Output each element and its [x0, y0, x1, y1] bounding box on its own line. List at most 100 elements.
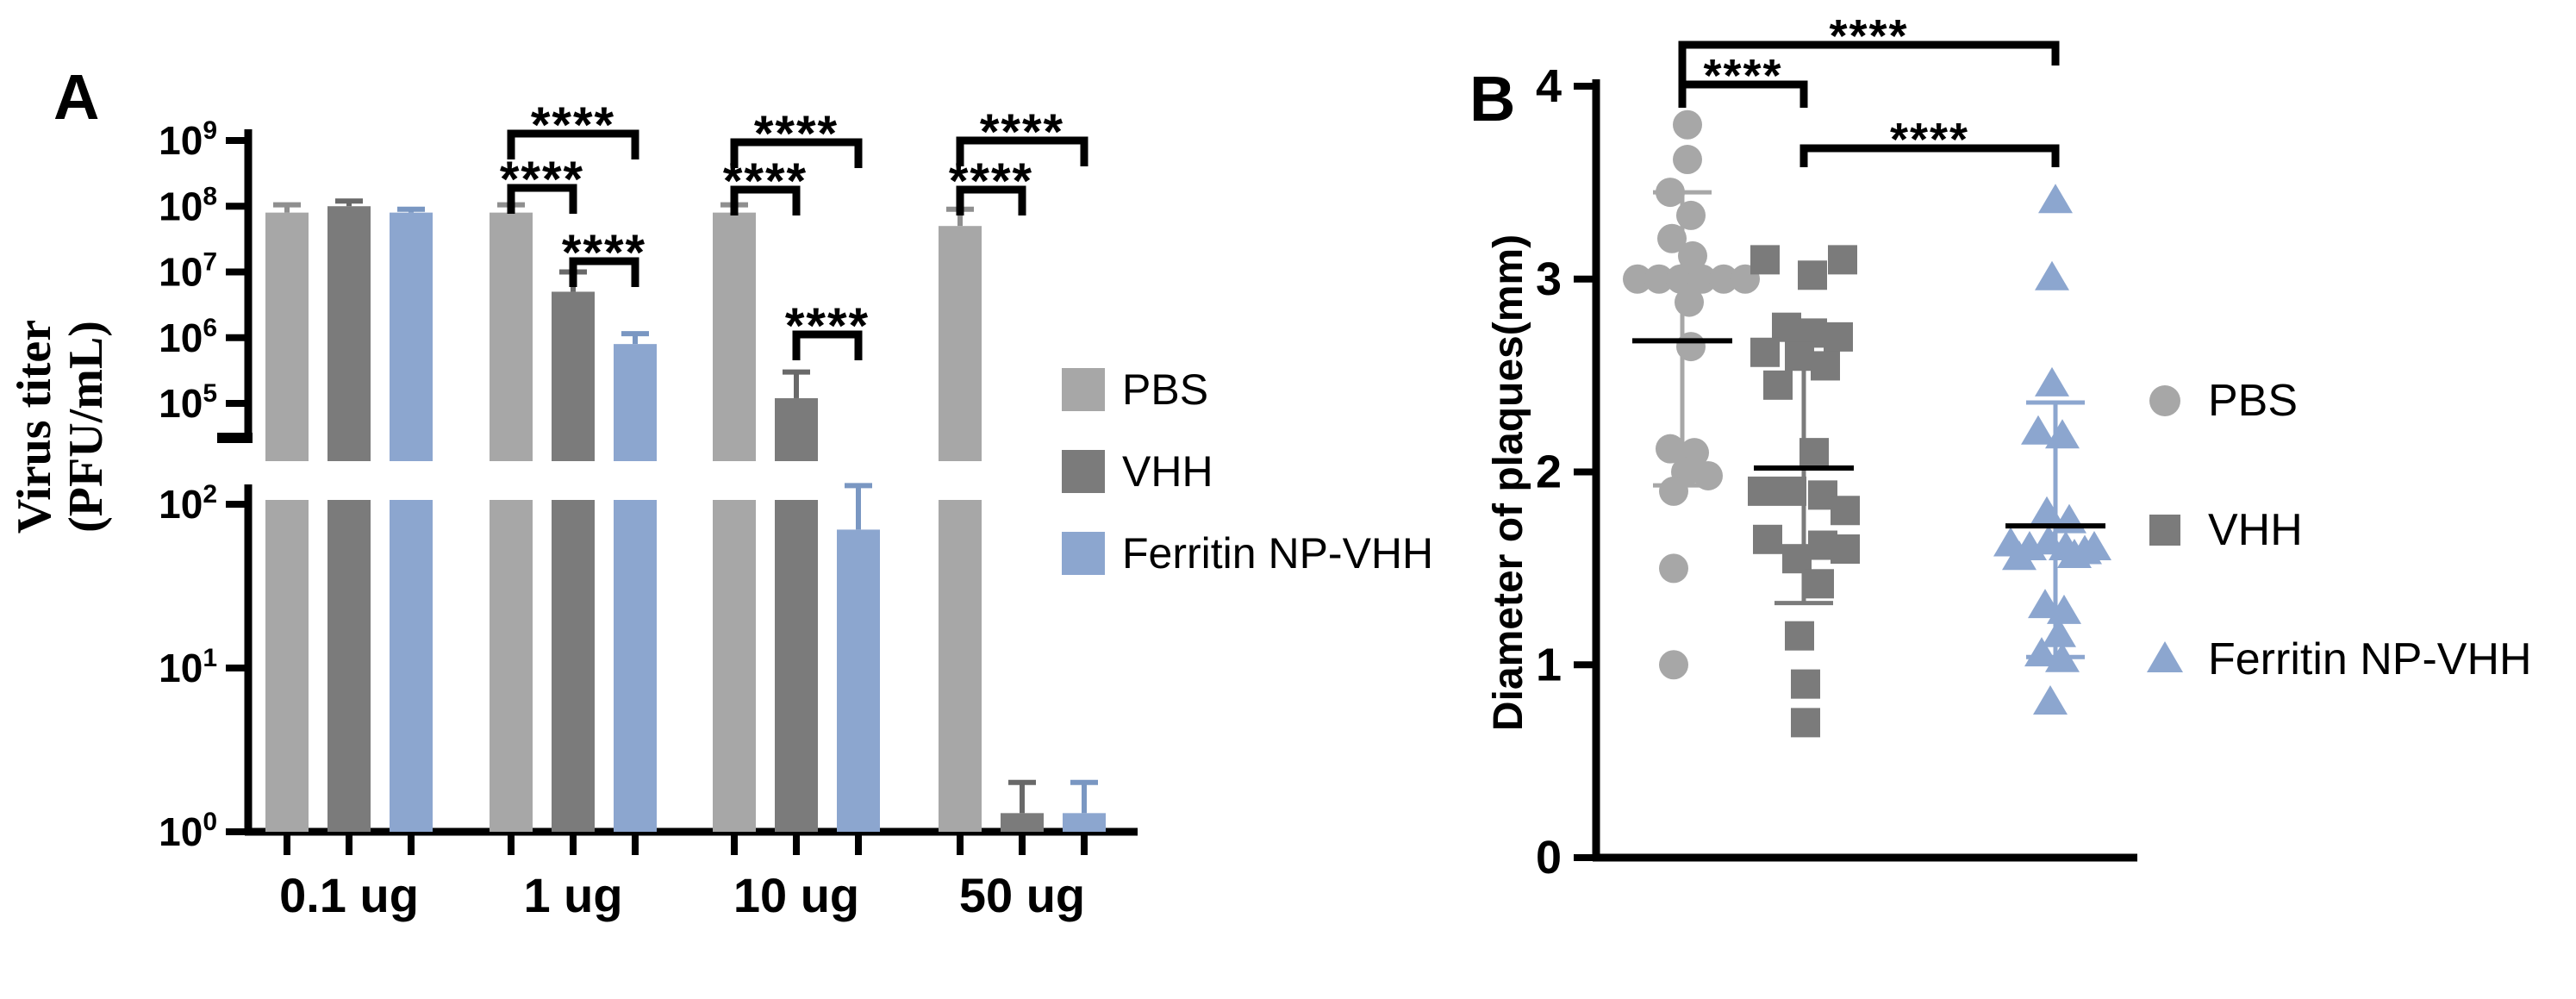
a-sig-stars: ****: [562, 225, 646, 281]
b-group-vhh-point-5: [1824, 322, 1853, 352]
b-legend-vhh-marker: [2149, 515, 2180, 546]
panel-b-label: B: [1469, 63, 1515, 134]
a-sig-stars: ****: [531, 97, 615, 153]
b-group-ferritin-np-vhh-point-2: [2035, 366, 2069, 396]
a-bar-pbs-50-ug-upper: [939, 226, 982, 461]
b-group-vhh-point-2: [1798, 260, 1827, 290]
a-category-label-0-1-ug: 0.1 ug: [279, 868, 419, 922]
a-y-tick-label: 102: [159, 480, 217, 527]
b-legend-pbs-marker: [2149, 385, 2180, 416]
a-bar-pbs-10-ug-upper: [713, 212, 756, 461]
b-group-ferritin-np-vhh-point-17: [2042, 617, 2076, 647]
a-legend-label-pbs: PBS: [1122, 365, 1208, 414]
b-group-vhh-point-10: [1799, 438, 1829, 468]
b-legend-ferritin-np-vhh-label: Ferritin NP-VHH: [2208, 634, 2532, 684]
b-sig-stars: ****: [1890, 114, 1969, 165]
b-sig-stars: ****: [1703, 50, 1782, 102]
a-sig-stars: ****: [723, 153, 808, 209]
b-group-vhh-point-14: [1831, 496, 1860, 526]
a-sig-stars: ****: [980, 104, 1064, 160]
a-bar-vhh-1-ug-upper: [552, 291, 595, 461]
a-legend-label-ferritin-np-vhh: Ferritin NP-VHH: [1122, 529, 1433, 578]
a-y-tick-label: 106: [159, 314, 217, 360]
b-group-pbs-point-17: [1693, 460, 1723, 490]
b-y-tick-label: 1: [1536, 639, 1562, 690]
b-group-ferritin-np-vhh-point-1: [2035, 260, 2069, 290]
a-y-tick-label: 108: [159, 182, 217, 228]
b-y-tick-label: 0: [1536, 832, 1562, 883]
a-sig-bracket: [730, 185, 801, 215]
panel-b: B Diameter of plaques(mm) 0 1 2 3 4 **** **** ***…: [1469, 10, 2532, 883]
b-legend-pbs-label: PBS: [2208, 376, 2298, 426]
a-sig-stars: ****: [754, 106, 839, 162]
a-bar-ferritin-np-vhh-50-ug: [1063, 813, 1106, 832]
a-sig-stars: ****: [500, 152, 584, 208]
b-group-pbs-point-0: [1673, 109, 1702, 140]
a-y-tick-label: 100: [159, 808, 217, 854]
a-category-label-10-ug: 10 ug: [733, 868, 859, 922]
a-bar-pbs-1-ug-upper: [490, 212, 533, 461]
b-group-ferritin-np-vhh-point-3: [2021, 415, 2055, 445]
b-group-ferritin-np-vhh-point-19: [2045, 642, 2080, 672]
b-group-pbs-point-8: [1666, 264, 1695, 294]
a-bar-vhh-10-ug-lower: [775, 500, 818, 832]
b-group-ferritin-np-vhh-point-13: [2057, 538, 2092, 568]
b-group-ferritin-np-vhh-point-15: [2028, 589, 2062, 619]
a-bar-ferritin-np-vhh-0-1-ug-lower: [390, 500, 433, 832]
b-group-vhh-point-11: [1748, 476, 1777, 506]
b-group-vhh-point-19: [1805, 569, 1834, 599]
b-y-tick-label: 4: [1536, 60, 1562, 112]
b-y-tick-label: 2: [1536, 446, 1562, 498]
a-bar-vhh-0-1-ug-lower: [327, 500, 371, 832]
b-group-ferritin-np-vhh-point-20: [2033, 685, 2068, 715]
a-bar-vhh-10-ug-upper: [775, 397, 818, 461]
a-y-tick-label: 107: [159, 248, 217, 295]
a-sig-stars: ****: [785, 298, 870, 354]
a-sig-bracket: [956, 136, 1088, 166]
b-group-vhh-point-20: [1785, 621, 1814, 651]
a-sig-stars: ****: [949, 153, 1033, 209]
b-group-vhh-point-1: [1828, 245, 1857, 275]
a-legend-swatch-ferritin-np-vhh: [1062, 532, 1105, 575]
a-sig-bracket: [507, 184, 577, 214]
a-y-tick-label: 109: [159, 116, 217, 163]
b-sig-stars: ****: [1829, 10, 1908, 62]
b-group-vhh-point-8: [1811, 351, 1840, 381]
a-sig-bracket: [792, 330, 863, 360]
a-sig-bracket: [507, 129, 639, 159]
a-y-tick-label: 101: [159, 644, 217, 690]
b-group-pbs-point-19: [1659, 553, 1688, 584]
b-group-ferritin-np-vhh-point-0: [2038, 184, 2073, 214]
a-y-tick-label: 105: [159, 379, 217, 426]
a-bar-ferritin-np-vhh-1-ug-lower: [614, 500, 657, 832]
b-legend-vhh-label: VHH: [2208, 505, 2303, 555]
b-group-pbs-point-2: [1656, 178, 1685, 208]
a-bar-pbs-0-1-ug-upper: [265, 212, 309, 461]
a-category-label-1-ug: 1 ug: [523, 868, 622, 922]
b-sig-bracket: [1678, 80, 1808, 108]
b-group-pbs-point-20: [1659, 650, 1688, 680]
a-bar-ferritin-np-vhh-10-ug: [837, 529, 880, 832]
b-group-pbs-point-1: [1673, 145, 1702, 175]
b-group-vhh-point-3: [1772, 312, 1801, 342]
b-group-vhh-point-17: [1831, 534, 1860, 564]
b-y-axis-title: Diameter of plaques(mm): [1486, 234, 1531, 731]
b-group-ferritin-np-vhh-point-12: [2002, 540, 2036, 571]
b-group-ferritin-np-vhh-point-4: [2045, 419, 2080, 449]
a-category-label-50-ug: 50 ug: [959, 868, 1085, 922]
b-group-pbs-point-14: [1656, 434, 1685, 464]
b-group-pbs-point-12: [1675, 287, 1704, 317]
a-bar-pbs-50-ug-lower: [939, 500, 982, 832]
b-sig-bracket: [1678, 41, 2060, 97]
b-sig-bracket: [1799, 144, 2060, 167]
b-group-pbs-point-5: [1678, 240, 1707, 271]
a-sig-bracket: [730, 138, 863, 168]
b-group-vhh-point-21: [1791, 669, 1820, 699]
a-legend-label-vhh: VHH: [1122, 447, 1213, 496]
b-group-pbs-point-18: [1659, 476, 1688, 506]
b-group-vhh-point-6: [1750, 337, 1780, 367]
b-group-vhh-point-0: [1750, 245, 1780, 275]
a-bar-ferritin-np-vhh-1-ug-upper: [614, 344, 657, 461]
panel-a-label: A: [53, 61, 99, 133]
